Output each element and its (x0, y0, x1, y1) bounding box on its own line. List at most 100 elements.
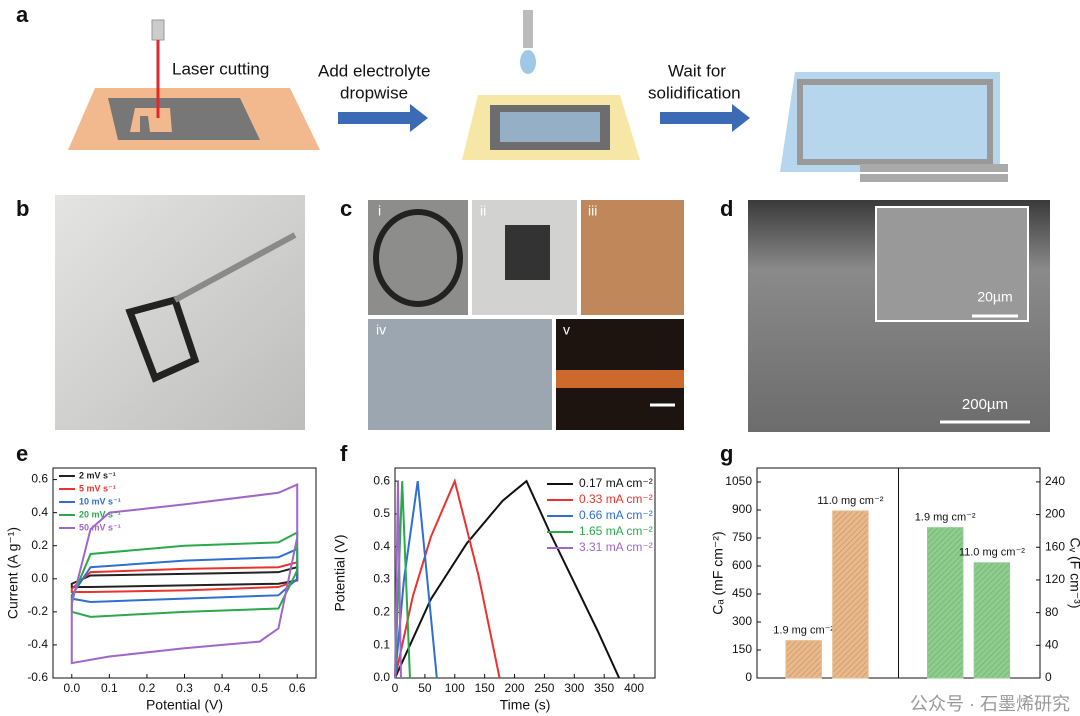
x-tick-label: 300 (564, 681, 584, 695)
logo (373, 209, 463, 307)
scale-text: 20µm (977, 289, 1012, 305)
y-tick-label: 0.4 (31, 505, 48, 519)
sublabel: ii (480, 203, 486, 219)
bar-label: 11.0 mg cm⁻² (817, 495, 883, 507)
panel-label: e (16, 441, 28, 466)
sublabel: v (563, 322, 570, 338)
step-text: Add electrolyte (318, 61, 430, 80)
y-tick-label: 300 (732, 614, 752, 628)
x-tick-label: 100 (445, 681, 465, 695)
arrow (338, 104, 428, 132)
legend-label: 5 mV s⁻¹ (79, 483, 116, 493)
y-tick-label: 750 (732, 530, 752, 544)
droplet (520, 50, 536, 74)
lead (860, 164, 1008, 172)
bar (832, 510, 869, 679)
bar (973, 562, 1011, 679)
panel-a: a Laser cutting Add electrolyte dropwise… (16, 2, 1008, 182)
y-tick-label: 0.6 (373, 473, 390, 487)
bar (785, 640, 822, 679)
photo (581, 200, 684, 315)
bar (927, 527, 964, 679)
y-tick-label: 0 (1045, 670, 1052, 684)
panel-label: g (720, 441, 733, 466)
sublabel: i (378, 203, 381, 219)
y-axis-label: Cₐ (mF cm⁻²) (710, 531, 726, 614)
panel-b: b (16, 195, 305, 430)
panel-label: d (720, 196, 733, 221)
sem-inset (875, 206, 1029, 322)
y-tick-label: 240 (1045, 474, 1065, 488)
step-text: Laser cutting (172, 59, 269, 78)
series-line (394, 481, 402, 679)
y-tick-label: 0.0 (31, 571, 48, 585)
legend-label: 10 mV s⁻¹ (79, 496, 121, 506)
x-tick-label: 0.6 (289, 681, 306, 695)
legend-label: 0.33 mA cm⁻² (579, 492, 653, 506)
solid-device (780, 72, 1000, 172)
legend-label: 1.65 mA cm⁻² (579, 524, 653, 538)
photo (556, 370, 684, 388)
series-line (394, 481, 411, 679)
y2-axis-label: Cᵥ (F cm⁻³) (1067, 538, 1080, 609)
panel-label: f (340, 441, 348, 466)
panel-label: a (16, 2, 29, 27)
photo (368, 200, 468, 315)
step-text: solidification (648, 83, 741, 102)
series-line (394, 478, 501, 679)
x-tick-label: 0.1 (101, 681, 118, 695)
watermark: 公众号 · 石墨烯研究 (910, 694, 1070, 714)
step-text: dropwise (340, 83, 408, 102)
x-tick-label: 400 (624, 681, 644, 695)
y-tick-label: 160 (1045, 539, 1065, 553)
lead (860, 174, 1008, 182)
y-tick-label: 900 (732, 502, 752, 516)
photo (368, 319, 552, 430)
y-tick-label: 0.1 (373, 637, 390, 651)
logo (505, 225, 550, 280)
y-tick-label: 600 (732, 558, 752, 572)
y-tick-label: -0.2 (27, 604, 48, 618)
series-line (394, 479, 621, 679)
x-tick-label: 0.5 (251, 681, 268, 695)
tweezers (173, 232, 297, 303)
x-tick-label: 150 (475, 681, 495, 695)
x-tick-label: 0 (392, 681, 399, 695)
bar-label: 1.9 mg cm⁻² (915, 512, 976, 524)
bar-label: 11.0 mg cm⁻² (959, 547, 1025, 559)
y-tick-label: -0.6 (27, 670, 48, 684)
y-tick-label: 450 (732, 586, 752, 600)
panel-label: c (340, 196, 352, 221)
panel-d: d 20µm 200µm (720, 196, 1050, 432)
x-tick-label: 0.2 (139, 681, 156, 695)
x-tick-label: 350 (594, 681, 614, 695)
x-axis-label: Time (s) (500, 697, 551, 713)
y-tick-label: 80 (1045, 605, 1059, 619)
sublabel: iii (588, 203, 597, 219)
legend-label: 0.17 mA cm⁻² (579, 476, 653, 490)
x-tick-label: 0.4 (214, 681, 231, 695)
electrolyte (500, 112, 600, 142)
x-axis-label: Potential (V) (146, 697, 223, 713)
sublabel: iv (376, 322, 386, 338)
y-tick-label: 0.3 (373, 572, 390, 586)
y-tick-label: 1050 (725, 474, 752, 488)
step-text: Wait for (668, 61, 726, 80)
x-tick-label: 50 (418, 681, 432, 695)
legend-label: 50 mV s⁻¹ (79, 522, 121, 532)
legend-label: 20 mV s⁻¹ (79, 509, 121, 519)
scale-text: 200µm (962, 396, 1008, 413)
y-tick-label: 120 (1045, 572, 1065, 586)
series-line (70, 560, 299, 594)
y-axis-label: Current (A g⁻¹) (5, 527, 21, 619)
y-tick-label: 0.6 (31, 472, 48, 486)
y-tick-label: 0.4 (373, 539, 390, 553)
y-tick-label: 0.2 (31, 538, 48, 552)
series-line (70, 483, 299, 665)
y-tick-label: 40 (1045, 637, 1059, 651)
pipette (523, 10, 533, 48)
series-line (70, 565, 299, 589)
arrow (660, 104, 750, 132)
plot-frame (394, 467, 656, 679)
